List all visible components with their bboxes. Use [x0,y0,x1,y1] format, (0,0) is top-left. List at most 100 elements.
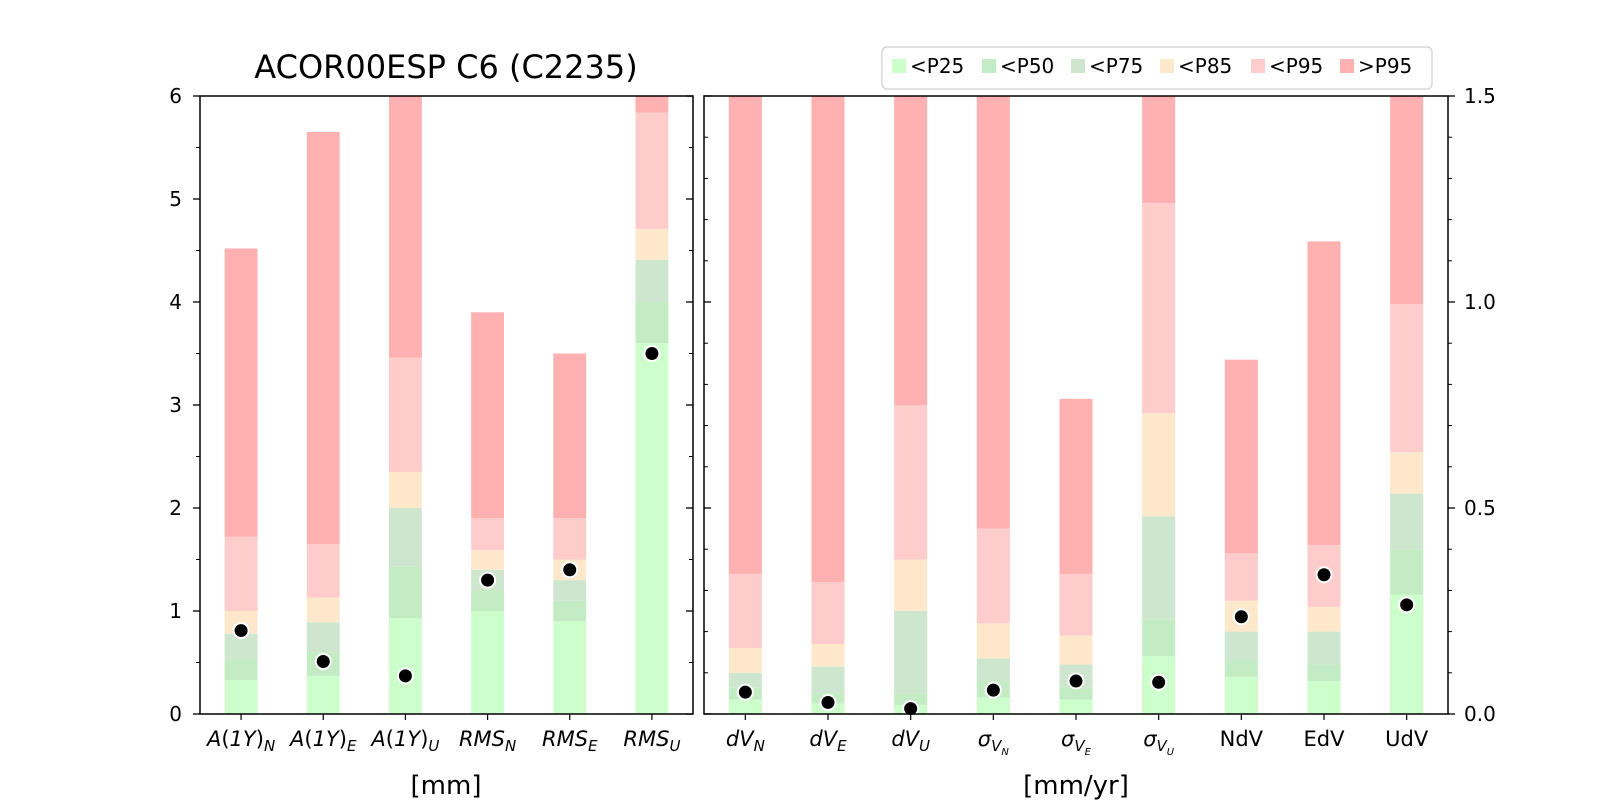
left-y-tick-label-6: 6 [169,84,182,108]
right-bar-2-p75-segment [811,666,845,694]
left-bar-6-p95-segment [635,112,669,229]
left-bar-4-p85-segment [471,550,505,570]
right-x-tick-label-5: σVE [1061,727,1092,758]
right-bar-1-p25-segment [728,699,762,714]
right-bar-2-above-p95-segment [811,96,845,583]
right-x-tick-label-4: σVN [978,727,1010,758]
right-panel-markers [736,566,1416,718]
legend: <P25 <P50 <P75 <P85 <P95 >P95 [881,46,1433,90]
legend-swatch-p95 [1251,59,1265,73]
left-x-tick-label-5: RMSE [542,727,598,755]
left-bar-6-p25-segment [635,343,669,714]
right-value-marker-2 [819,693,837,711]
left-bar-2-p25-segment [306,675,340,714]
right-x-tick-label-7: NdV [1220,727,1264,751]
right-bar-8-p25-segment [1307,681,1341,714]
right-x-tick-label-2: dVE [809,727,847,755]
right-bar-1-p95-segment [728,573,762,649]
right-bar-4-p95-segment [976,528,1010,624]
right-bar-9-p75-segment [1390,493,1424,550]
left-bar-4-p95-segment [471,518,505,551]
left-y-tick-label-0: 0 [169,702,182,726]
right-bar-8-p85-segment [1307,606,1341,632]
right-x-tick-label-8: EdV [1304,727,1346,751]
left-x-tick-label-6: RMSU [623,727,680,755]
right-bar-5-p50-segment [1059,687,1093,700]
left-bar-6-p50-segment [635,302,669,344]
right-x-axis-label: [mm/yr] [1023,771,1129,800]
legend-swatch-p85 [1160,59,1174,73]
left-y-axis: 0 1 2 3 4 5 6 [169,84,693,726]
left-bar-6-above-p95-segment [635,96,669,113]
legend-label-p75: <P75 [1089,54,1143,78]
left-y-tick-label-1: 1 [169,599,182,623]
right-value-marker-9 [1398,596,1416,614]
right-y-tick-label-0: 0.0 [1464,702,1496,726]
right-bar-3-p85-segment [894,559,928,611]
left-bar-3-above-p95-segment [388,96,422,358]
left-bar-4-p25-segment [471,611,505,714]
left-bar-6-p75-segment [635,259,669,302]
legend-swatch-p25 [892,59,906,73]
right-bar-6-p95-segment [1142,203,1176,414]
right-y-tick-label-3: 1.5 [1464,84,1496,108]
right-bar-8-p75-segment [1307,631,1341,665]
right-bar-2-p95-segment [811,582,845,644]
right-panel-bars [728,96,1424,714]
right-bar-5-above-p95-segment [1059,398,1093,574]
left-bar-5-p95-segment [553,518,587,560]
left-bar-1-p25-segment [224,680,258,714]
left-bar-1-p95-segment [224,536,258,611]
right-value-marker-1 [736,683,754,701]
legend-label-p50: <P50 [1000,54,1054,78]
right-bar-4-p85-segment [976,623,1010,659]
left-y-tick-label-2: 2 [169,496,182,520]
right-bar-5-p85-segment [1059,635,1093,665]
right-value-marker-5 [1067,672,1085,690]
right-bar-3-p95-segment [894,405,928,560]
legend-swatch-above-p95 [1340,59,1354,73]
right-bar-9-p85-segment [1390,452,1424,494]
right-value-marker-8 [1315,566,1333,584]
chart-title: ACOR00ESP C6 (C2235) [254,48,637,86]
right-bar-6-p50-segment [1142,619,1176,657]
left-bar-4-above-p95-segment [471,312,505,519]
right-y-axis: 0.0 0.5 1.0 1.5 [704,84,1496,726]
left-value-marker-5 [561,561,579,579]
right-bar-7-p50-segment [1224,660,1258,677]
right-value-marker-4 [984,681,1002,699]
left-bar-2-p75-segment [306,622,340,653]
left-bar-2-p95-segment [306,544,340,598]
right-bar-1-p85-segment [728,648,762,673]
right-bar-8-above-p95-segment [1307,241,1341,546]
right-bar-1-above-p95-segment [728,96,762,574]
right-x-tick-label-3: dVU [891,727,930,755]
right-x-tick-label-9: UdV [1385,727,1429,751]
legend-label-p85: <P85 [1178,54,1232,78]
left-y-tick-label-5: 5 [169,187,182,211]
right-x-tick-labels: dVN dVE dVU σVN σVE σVU NdV EdV UdV [726,714,1429,758]
legend-label-p25: <P25 [910,54,964,78]
right-bar-7-p25-segment [1224,676,1258,714]
left-bar-2-above-p95-segment [306,132,340,545]
left-y-tick-label-3: 3 [169,393,182,417]
right-bar-9-p95-segment [1390,304,1424,453]
left-value-marker-1 [232,622,250,640]
right-bar-2-p85-segment [811,643,845,667]
left-x-tick-label-3: A(1Y)U [369,727,439,755]
right-bar-7-above-p95-segment [1224,359,1258,554]
right-bar-6-p85-segment [1142,413,1176,517]
left-value-marker-4 [479,571,497,589]
left-bar-3-p25-segment [388,618,422,714]
legend-frame [881,46,1433,90]
right-bar-9-above-p95-segment [1390,96,1424,305]
left-bar-5-p75-segment [553,580,587,601]
legend-swatch-p50 [982,59,996,73]
left-bar-3-p75-segment [388,508,422,567]
right-bar-6-p75-segment [1142,516,1176,620]
left-panel-frame [199,95,694,715]
left-panel-bars [224,96,669,714]
left-bar-2-p85-segment [306,597,340,623]
right-bar-7-p95-segment [1224,553,1258,601]
left-value-marker-6 [643,345,661,362]
